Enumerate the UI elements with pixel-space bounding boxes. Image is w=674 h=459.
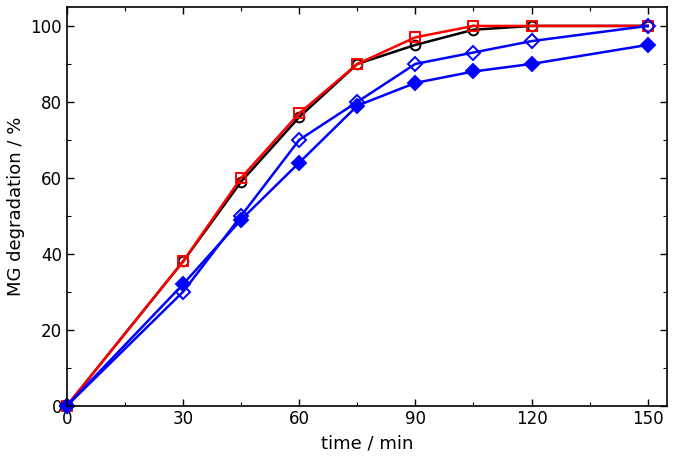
X-axis label: time / min: time / min xyxy=(321,434,413,452)
Y-axis label: MG degradation / %: MG degradation / % xyxy=(7,117,25,296)
